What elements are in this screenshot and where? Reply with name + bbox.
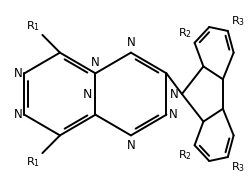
Text: R$_2$: R$_2$ xyxy=(178,26,192,40)
Text: N: N xyxy=(170,88,179,101)
Text: N: N xyxy=(91,56,100,69)
Text: R$_1$: R$_1$ xyxy=(26,19,40,33)
Text: R$_2$: R$_2$ xyxy=(178,148,192,162)
Text: N: N xyxy=(14,67,22,80)
Text: N: N xyxy=(126,36,135,49)
Text: R$_3$: R$_3$ xyxy=(231,160,245,174)
Text: N: N xyxy=(168,108,177,121)
Text: R$_3$: R$_3$ xyxy=(231,14,245,28)
Text: R$_1$: R$_1$ xyxy=(26,155,40,169)
Text: N: N xyxy=(14,108,22,121)
Text: N: N xyxy=(83,88,93,101)
Text: N: N xyxy=(126,139,135,152)
